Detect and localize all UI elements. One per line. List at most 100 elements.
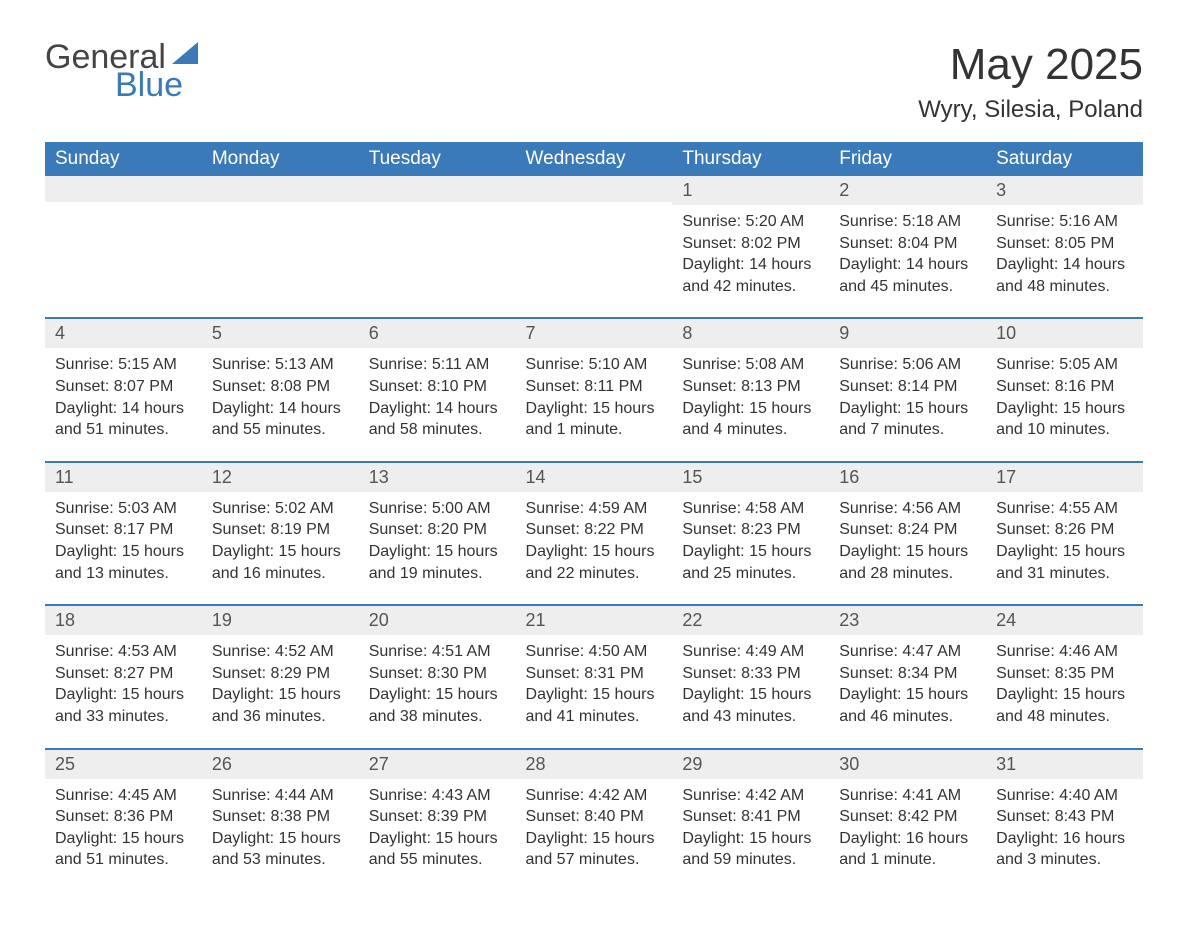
title-block: May 2025 Wyry, Silesia, Poland — [918, 40, 1143, 124]
sunrise-line: Sunrise: 4:49 AM — [682, 641, 819, 663]
day-content: Sunrise: 4:41 AMSunset: 8:42 PMDaylight:… — [829, 779, 986, 891]
sunset-line: Sunset: 8:24 PM — [839, 519, 976, 541]
sunrise-line: Sunrise: 5:02 AM — [212, 498, 349, 520]
sunrise-line: Sunrise: 5:06 AM — [839, 354, 976, 376]
sunrise-line: Sunrise: 4:41 AM — [839, 785, 976, 807]
day-content: Sunrise: 5:13 AMSunset: 8:08 PMDaylight:… — [202, 348, 359, 460]
day-content — [359, 202, 516, 312]
day-content: Sunrise: 4:43 AMSunset: 8:39 PMDaylight:… — [359, 779, 516, 891]
day-cell — [45, 176, 202, 318]
sunset-line: Sunset: 8:34 PM — [839, 663, 976, 685]
sunset-line: Sunset: 8:05 PM — [996, 233, 1133, 255]
sunset-line: Sunset: 8:36 PM — [55, 806, 192, 828]
day-content: Sunrise: 5:10 AMSunset: 8:11 PMDaylight:… — [516, 348, 673, 460]
day-number: 27 — [359, 750, 516, 779]
day-content: Sunrise: 5:05 AMSunset: 8:16 PMDaylight:… — [986, 348, 1143, 460]
sunrise-line: Sunrise: 5:10 AM — [526, 354, 663, 376]
sunrise-line: Sunrise: 4:53 AM — [55, 641, 192, 663]
day-number: 31 — [986, 750, 1143, 779]
day-cell: 1Sunrise: 5:20 AMSunset: 8:02 PMDaylight… — [672, 176, 829, 318]
brand-part2: Blue — [115, 68, 200, 102]
daylight-line: Daylight: 15 hours and 48 minutes. — [996, 684, 1133, 727]
daylight-line: Daylight: 15 hours and 13 minutes. — [55, 541, 192, 584]
sunset-line: Sunset: 8:41 PM — [682, 806, 819, 828]
day-cell: 30Sunrise: 4:41 AMSunset: 8:42 PMDayligh… — [829, 749, 986, 891]
day-content: Sunrise: 5:15 AMSunset: 8:07 PMDaylight:… — [45, 348, 202, 460]
sunrise-line: Sunrise: 5:00 AM — [369, 498, 506, 520]
sunrise-line: Sunrise: 4:45 AM — [55, 785, 192, 807]
day-cell: 3Sunrise: 5:16 AMSunset: 8:05 PMDaylight… — [986, 176, 1143, 318]
day-number — [202, 176, 359, 202]
day-cell — [202, 176, 359, 318]
day-cell: 13Sunrise: 5:00 AMSunset: 8:20 PMDayligh… — [359, 462, 516, 605]
day-header: Friday — [829, 142, 986, 176]
day-content — [202, 202, 359, 312]
header: General Blue May 2025 Wyry, Silesia, Pol… — [45, 40, 1143, 124]
day-cell: 17Sunrise: 4:55 AMSunset: 8:26 PMDayligh… — [986, 462, 1143, 605]
day-number: 6 — [359, 319, 516, 348]
daylight-line: Daylight: 14 hours and 51 minutes. — [55, 398, 192, 441]
week-row: 11Sunrise: 5:03 AMSunset: 8:17 PMDayligh… — [45, 462, 1143, 605]
daylight-line: Daylight: 15 hours and 22 minutes. — [526, 541, 663, 584]
day-cell: 28Sunrise: 4:42 AMSunset: 8:40 PMDayligh… — [516, 749, 673, 891]
day-cell: 26Sunrise: 4:44 AMSunset: 8:38 PMDayligh… — [202, 749, 359, 891]
daylight-line: Daylight: 15 hours and 33 minutes. — [55, 684, 192, 727]
day-cell: 22Sunrise: 4:49 AMSunset: 8:33 PMDayligh… — [672, 605, 829, 748]
daylight-line: Daylight: 15 hours and 51 minutes. — [55, 828, 192, 871]
day-cell: 15Sunrise: 4:58 AMSunset: 8:23 PMDayligh… — [672, 462, 829, 605]
day-cell: 14Sunrise: 4:59 AMSunset: 8:22 PMDayligh… — [516, 462, 673, 605]
day-number: 14 — [516, 463, 673, 492]
day-number: 21 — [516, 606, 673, 635]
daylight-line: Daylight: 14 hours and 45 minutes. — [839, 254, 976, 297]
daylight-line: Daylight: 15 hours and 38 minutes. — [369, 684, 506, 727]
sunrise-line: Sunrise: 4:51 AM — [369, 641, 506, 663]
sunrise-line: Sunrise: 5:13 AM — [212, 354, 349, 376]
sunrise-line: Sunrise: 4:42 AM — [682, 785, 819, 807]
location-label: Wyry, Silesia, Poland — [918, 96, 1143, 124]
sunset-line: Sunset: 8:13 PM — [682, 376, 819, 398]
day-number: 20 — [359, 606, 516, 635]
sunset-line: Sunset: 8:27 PM — [55, 663, 192, 685]
day-cell: 4Sunrise: 5:15 AMSunset: 8:07 PMDaylight… — [45, 318, 202, 461]
sunset-line: Sunset: 8:22 PM — [526, 519, 663, 541]
sunset-line: Sunset: 8:29 PM — [212, 663, 349, 685]
day-content: Sunrise: 4:51 AMSunset: 8:30 PMDaylight:… — [359, 635, 516, 747]
day-number: 15 — [672, 463, 829, 492]
sunset-line: Sunset: 8:33 PM — [682, 663, 819, 685]
week-row: 18Sunrise: 4:53 AMSunset: 8:27 PMDayligh… — [45, 605, 1143, 748]
sunrise-line: Sunrise: 5:15 AM — [55, 354, 192, 376]
calendar-body: 1Sunrise: 5:20 AMSunset: 8:02 PMDaylight… — [45, 176, 1143, 891]
day-content: Sunrise: 4:45 AMSunset: 8:36 PMDaylight:… — [45, 779, 202, 891]
sunrise-line: Sunrise: 5:08 AM — [682, 354, 819, 376]
daylight-line: Daylight: 15 hours and 41 minutes. — [526, 684, 663, 727]
day-cell: 23Sunrise: 4:47 AMSunset: 8:34 PMDayligh… — [829, 605, 986, 748]
sunset-line: Sunset: 8:07 PM — [55, 376, 192, 398]
daylight-line: Daylight: 15 hours and 4 minutes. — [682, 398, 819, 441]
sunset-line: Sunset: 8:19 PM — [212, 519, 349, 541]
sunset-line: Sunset: 8:31 PM — [526, 663, 663, 685]
daylight-line: Daylight: 15 hours and 59 minutes. — [682, 828, 819, 871]
day-number: 10 — [986, 319, 1143, 348]
daylight-line: Daylight: 15 hours and 16 minutes. — [212, 541, 349, 584]
day-content: Sunrise: 5:08 AMSunset: 8:13 PMDaylight:… — [672, 348, 829, 460]
daylight-line: Daylight: 16 hours and 3 minutes. — [996, 828, 1133, 871]
day-header: Sunday — [45, 142, 202, 176]
week-row: 25Sunrise: 4:45 AMSunset: 8:36 PMDayligh… — [45, 749, 1143, 891]
day-header: Monday — [202, 142, 359, 176]
sunrise-line: Sunrise: 4:52 AM — [212, 641, 349, 663]
sunset-line: Sunset: 8:38 PM — [212, 806, 349, 828]
day-content: Sunrise: 5:18 AMSunset: 8:04 PMDaylight:… — [829, 205, 986, 317]
sunset-line: Sunset: 8:39 PM — [369, 806, 506, 828]
sunrise-line: Sunrise: 4:58 AM — [682, 498, 819, 520]
daylight-line: Daylight: 15 hours and 25 minutes. — [682, 541, 819, 584]
day-number: 16 — [829, 463, 986, 492]
sunrise-line: Sunrise: 5:11 AM — [369, 354, 506, 376]
day-cell: 2Sunrise: 5:18 AMSunset: 8:04 PMDaylight… — [829, 176, 986, 318]
day-content: Sunrise: 4:40 AMSunset: 8:43 PMDaylight:… — [986, 779, 1143, 891]
daylight-line: Daylight: 14 hours and 48 minutes. — [996, 254, 1133, 297]
day-content — [45, 202, 202, 312]
day-content: Sunrise: 4:42 AMSunset: 8:41 PMDaylight:… — [672, 779, 829, 891]
day-number: 25 — [45, 750, 202, 779]
day-content: Sunrise: 4:59 AMSunset: 8:22 PMDaylight:… — [516, 492, 673, 604]
day-cell: 16Sunrise: 4:56 AMSunset: 8:24 PMDayligh… — [829, 462, 986, 605]
